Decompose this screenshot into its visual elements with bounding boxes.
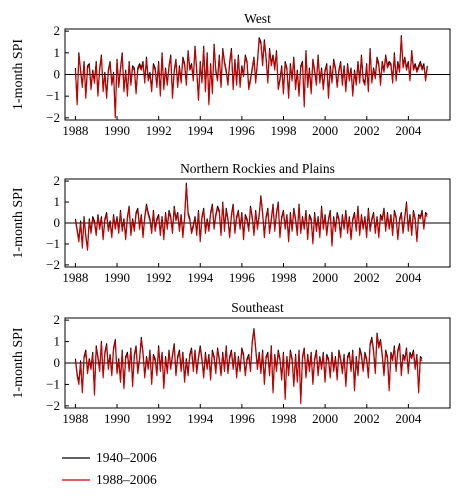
x-tick-label: 2002 (354, 123, 380, 138)
y-tick-label: 0 (54, 67, 61, 82)
y-tick-label: −1 (46, 376, 60, 391)
y-tick-label: −1 (46, 236, 60, 251)
legend-label: 1988–2006 (96, 472, 157, 487)
y-tick-label: −2 (46, 257, 60, 272)
series-line-1940-2006 (74, 328, 423, 403)
x-tick-label: 2000 (312, 411, 338, 426)
x-tick-label: 1998 (271, 270, 297, 285)
x-tick-label: 1992 (146, 123, 172, 138)
x-tick-label: 2004 (395, 411, 422, 426)
x-tick-label: 1994 (187, 123, 214, 138)
x-tick-label: 2004 (395, 123, 422, 138)
y-tick-label: 0 (54, 355, 61, 370)
x-tick-label: 1996 (229, 411, 256, 426)
y-tick-label: −2 (46, 110, 60, 125)
x-tick-label: 1988 (62, 270, 88, 285)
y-tick-label: 2 (54, 23, 61, 38)
chart-title: Southeast (231, 300, 284, 315)
y-tick-label: 2 (54, 173, 61, 188)
y-tick-label: 0 (54, 215, 61, 230)
x-tick-label: 1990 (104, 270, 130, 285)
x-tick-label: 2000 (312, 123, 338, 138)
y-axis-label: 1-month SPI (11, 187, 26, 259)
y-tick-label: −1 (46, 88, 60, 103)
x-tick-label: 2002 (354, 270, 380, 285)
series-line-1988-2006 (74, 37, 428, 119)
x-tick-label: 1996 (229, 270, 256, 285)
x-tick-label: 1996 (229, 123, 256, 138)
y-tick-label: 1 (54, 194, 61, 209)
chart-panel-1: West −2 −1 0 1 2 1988 1990 1992 1994 1996 1998 2000 2… (11, 11, 451, 138)
y-axis-label: 1-month SPI (11, 327, 26, 399)
y-tick-label: 1 (54, 45, 61, 60)
x-tick-label: 2000 (312, 270, 338, 285)
y-axis-label: 1-month SPI (11, 39, 26, 111)
chart-panel-2: Northern Rockies and Plains −2 −1 0 1 2 1988 19… (11, 161, 451, 285)
legend-label: 1940–2006 (96, 450, 157, 465)
x-tick-label: 1992 (146, 411, 172, 426)
series-line-1988-2006 (74, 330, 423, 405)
x-tick-label: 1992 (146, 270, 172, 285)
y-tick-label: 1 (54, 334, 61, 349)
series-line-1988-2006 (74, 184, 428, 251)
x-tick-label: 2002 (354, 411, 380, 426)
x-tick-label: 1988 (62, 123, 88, 138)
chart-panel-3: Southeast −2 −1 0 1 2 1988 1990 1992 1994 1996 1998… (11, 300, 451, 426)
legend: 1940–2006 1988–2006 (62, 450, 157, 487)
y-tick-label: 2 (54, 312, 61, 327)
x-tick-label: 1994 (187, 411, 214, 426)
y-tick-label: −2 (46, 398, 60, 413)
x-tick-label: 1998 (271, 123, 297, 138)
chart-title: Northern Rockies and Plains (180, 161, 335, 176)
x-tick-label: 1994 (187, 270, 214, 285)
x-tick-label: 1988 (62, 411, 88, 426)
x-tick-label: 2004 (395, 270, 422, 285)
x-tick-label: 1998 (271, 411, 297, 426)
x-tick-label: 1990 (104, 123, 130, 138)
chart-title: West (244, 11, 271, 26)
x-tick-label: 1990 (104, 411, 130, 426)
